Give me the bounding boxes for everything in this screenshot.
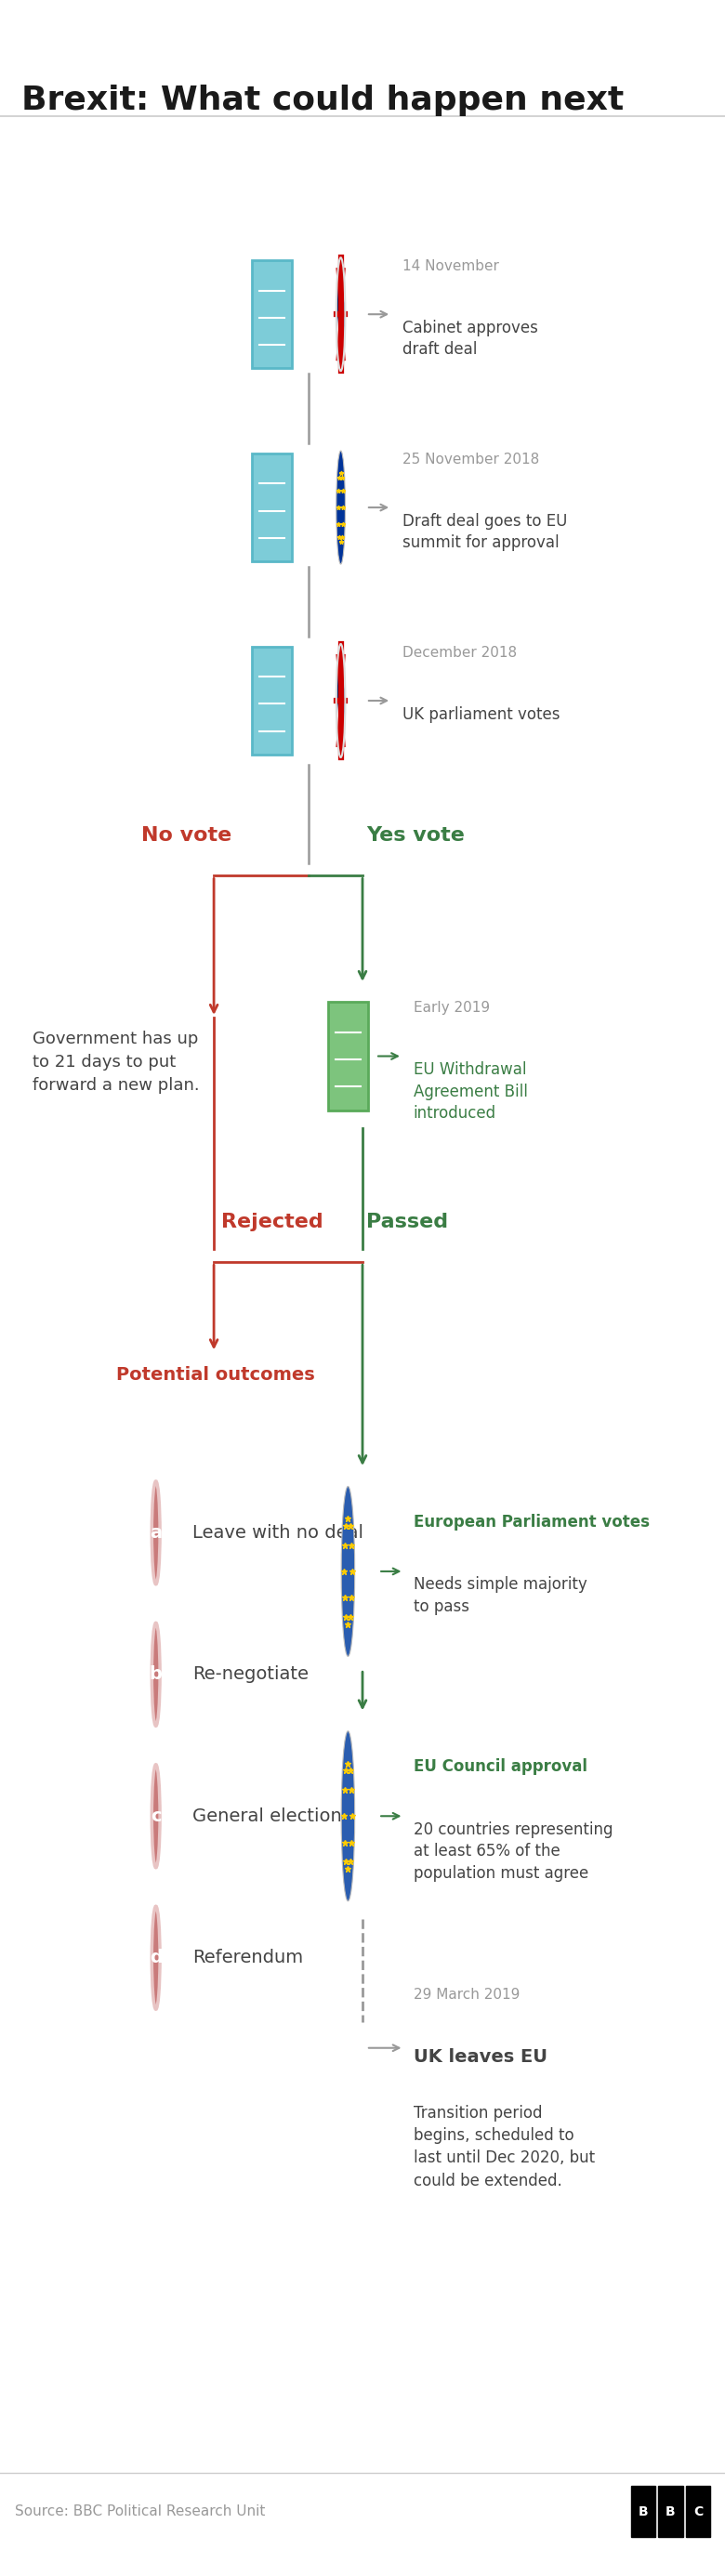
Ellipse shape bbox=[152, 1765, 160, 1868]
Text: 20 countries representing
at least 65% of the
population must agree: 20 countries representing at least 65% o… bbox=[413, 1821, 613, 1883]
Ellipse shape bbox=[152, 1906, 160, 2009]
Ellipse shape bbox=[336, 644, 345, 757]
Ellipse shape bbox=[341, 1731, 355, 1901]
Text: 29 March 2019: 29 March 2019 bbox=[413, 1989, 520, 2002]
Text: European Parliament votes: European Parliament votes bbox=[413, 1515, 650, 1530]
Text: December 2018: December 2018 bbox=[402, 647, 517, 659]
FancyBboxPatch shape bbox=[252, 453, 291, 562]
Text: Draft deal goes to EU
summit for approval: Draft deal goes to EU summit for approva… bbox=[402, 513, 567, 551]
Text: Re-negotiate: Re-negotiate bbox=[192, 1667, 308, 1682]
FancyBboxPatch shape bbox=[631, 2486, 655, 2537]
Text: Referendum: Referendum bbox=[192, 1950, 303, 1965]
Text: d: d bbox=[149, 1950, 162, 1965]
Text: Government has up
to 21 days to put
forward a new plan.: Government has up to 21 days to put forw… bbox=[33, 1030, 199, 1095]
Ellipse shape bbox=[152, 1623, 160, 1726]
Text: 14 November: 14 November bbox=[402, 260, 499, 273]
Ellipse shape bbox=[341, 1486, 355, 1656]
FancyBboxPatch shape bbox=[686, 2486, 710, 2537]
Text: Potential outcomes: Potential outcomes bbox=[116, 1365, 315, 1383]
Text: C: C bbox=[693, 2504, 703, 2519]
Text: UK leaves EU: UK leaves EU bbox=[413, 2048, 547, 2066]
Ellipse shape bbox=[152, 1481, 160, 1584]
Text: B: B bbox=[638, 2504, 648, 2519]
FancyBboxPatch shape bbox=[252, 647, 291, 755]
Ellipse shape bbox=[336, 451, 345, 564]
Text: Early 2019: Early 2019 bbox=[413, 1002, 489, 1015]
Text: a: a bbox=[150, 1525, 162, 1540]
Text: Source: BBC Political Research Unit: Source: BBC Political Research Unit bbox=[14, 2504, 265, 2519]
Text: UK parliament votes: UK parliament votes bbox=[402, 706, 560, 721]
FancyBboxPatch shape bbox=[658, 2486, 683, 2537]
Text: Cabinet approves
draft deal: Cabinet approves draft deal bbox=[402, 319, 538, 358]
Text: EU Council approval: EU Council approval bbox=[413, 1759, 587, 1775]
Text: c: c bbox=[151, 1808, 161, 1824]
Text: Yes vote: Yes vote bbox=[366, 827, 465, 845]
FancyBboxPatch shape bbox=[252, 260, 291, 368]
Text: General election: General election bbox=[192, 1808, 341, 1824]
Text: 25 November 2018: 25 November 2018 bbox=[402, 453, 539, 466]
Text: Brexit: What could happen next: Brexit: What could happen next bbox=[22, 85, 624, 116]
Text: EU Withdrawal
Agreement Bill
introduced: EU Withdrawal Agreement Bill introduced bbox=[413, 1061, 528, 1123]
Ellipse shape bbox=[336, 258, 345, 371]
Text: B: B bbox=[666, 2504, 676, 2519]
FancyBboxPatch shape bbox=[328, 1002, 368, 1110]
Text: Needs simple majority
to pass: Needs simple majority to pass bbox=[413, 1577, 587, 1615]
Text: Leave with no deal: Leave with no deal bbox=[192, 1525, 363, 1540]
Text: Transition period
begins, scheduled to
last until Dec 2020, but
could be extende: Transition period begins, scheduled to l… bbox=[413, 2105, 594, 2190]
Text: b: b bbox=[149, 1667, 162, 1682]
Text: Passed: Passed bbox=[366, 1213, 448, 1231]
Text: No vote: No vote bbox=[141, 827, 232, 845]
Text: Rejected: Rejected bbox=[221, 1213, 323, 1231]
